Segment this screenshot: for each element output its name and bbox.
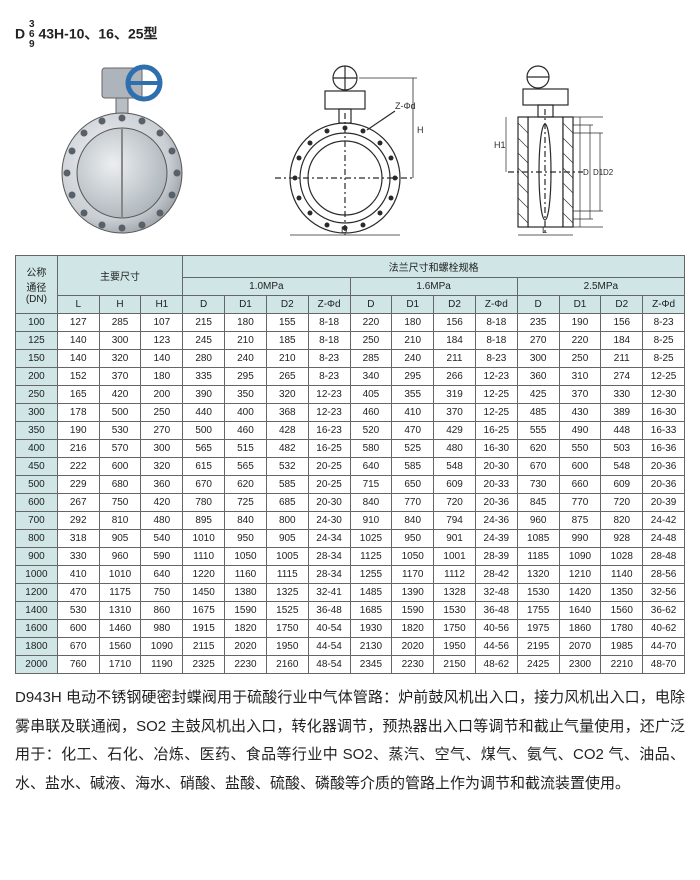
table-row: 1000410101064012201160111528-34125511701…: [16, 566, 685, 584]
col-dn: 公称 通径 (DN): [16, 256, 58, 314]
table-row: 800318905540101095090524-34102595090124-…: [16, 530, 685, 548]
valve-front-drawing: Z-Φd H D: [255, 63, 435, 238]
svg-text:D: D: [341, 225, 348, 235]
svg-text:Z-Φd: Z-Φd: [395, 101, 416, 111]
col-flange-group: 法兰尺寸和螺栓规格: [183, 256, 685, 278]
table-row: 1501403201402802402108-232852402118-2330…: [16, 350, 685, 368]
model-stack-digits: 3 6 9: [29, 20, 35, 50]
table-row: 1400530131086016751590152536-48168515901…: [16, 602, 685, 620]
svg-text:H: H: [417, 125, 424, 135]
table-row: 70029281048089584080024-3091084079424-36…: [16, 512, 685, 530]
table-row: 45022260032061556553220-2564058554820-30…: [16, 458, 685, 476]
table-row: 90033096059011101050100528-3411251050100…: [16, 548, 685, 566]
model-label: D 3 6 9 43H-10、16、25型: [15, 20, 158, 50]
svg-text:D: D: [583, 168, 589, 177]
col-pressure-3: 2.5MPa: [517, 278, 684, 296]
table-row: 1251403001232452101858-182502101848-1827…: [16, 332, 685, 350]
table-row: 50022968036067062058520-2571565060920-33…: [16, 476, 685, 494]
model-prefix: D: [15, 26, 25, 42]
table-row: 40021657030056551548216-2558052548016-30…: [16, 440, 685, 458]
col-pressure-1: 1.0MPa: [183, 278, 350, 296]
table-row: 1200470117575014501380132532-41148513901…: [16, 584, 685, 602]
svg-text:H1: H1: [494, 140, 506, 150]
table-row: 20007601710119023252230216048-5423452230…: [16, 656, 685, 674]
table-row: 2001523701803352952658-2334029526612-233…: [16, 368, 685, 386]
description-text: D943H 电动不锈钢硬密封蝶阀用于硫酸行业中气体管路：炉前鼓风机出入口，接力风…: [15, 684, 685, 798]
diagram-row: Z-Φd H D: [15, 60, 685, 240]
table-row: 25016542020039035032012-2340535531912-25…: [16, 386, 685, 404]
svg-text:L: L: [542, 225, 547, 235]
col-main-group: 主要尺寸: [57, 256, 182, 296]
table-row: 35019053027050046042816-2352047042916-25…: [16, 422, 685, 440]
table-row: 30017850025044040036812-2346041037012-25…: [16, 404, 685, 422]
table-row: 1600600146098019151820175040-54193018201…: [16, 620, 685, 638]
svg-text:D2: D2: [603, 168, 614, 177]
valve-side-drawing: D D1 D2 L H1: [488, 63, 658, 238]
table-row: 18006701560109021152020195044-5421302020…: [16, 638, 685, 656]
model-suffix: 43H-10、16、25型: [38, 26, 157, 42]
table-row: 60026775042078072568520-3084077072020-36…: [16, 494, 685, 512]
spec-table: 公称 通径 (DN) 主要尺寸 法兰尺寸和螺栓规格 1.0MPa 1.6MPa …: [15, 255, 685, 674]
valve-front-illustration: [42, 63, 202, 238]
col-pressure-2: 1.6MPa: [350, 278, 517, 296]
table-row: 1001272851072151801558-182201801568-1823…: [16, 314, 685, 332]
